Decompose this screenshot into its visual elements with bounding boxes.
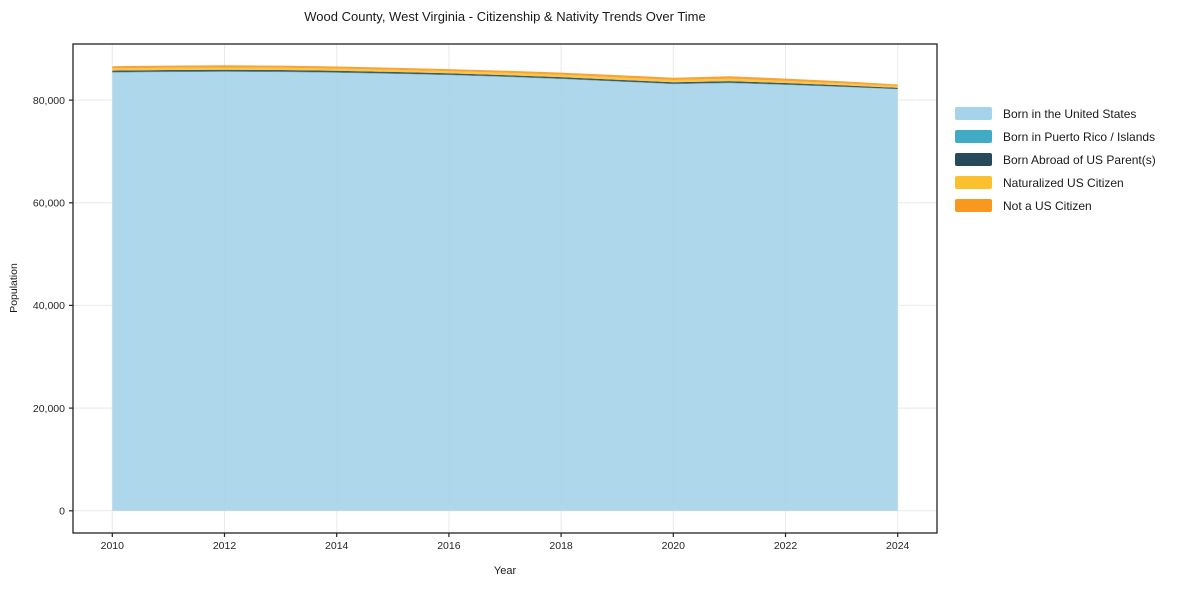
- legend-label: Naturalized US Citizen: [1003, 175, 1124, 190]
- y-tick-label: 40,000: [33, 300, 65, 312]
- legend-swatch-icon: [955, 153, 992, 166]
- area-series-naturalized-us-citizen: [112, 67, 898, 88]
- x-tick-label: 2018: [549, 540, 573, 552]
- x-tick-label: 2012: [213, 540, 237, 552]
- legend-item-naturalized-us-citizen: Naturalized US Citizen: [955, 175, 1156, 190]
- y-tick-label: 20,000: [33, 403, 65, 415]
- legend: Born in the United States Born in Puerto …: [955, 106, 1156, 213]
- plot-border: [72, 43, 938, 534]
- y-tick-label: 60,000: [33, 198, 65, 210]
- area-series-not-a-us-citizen: [112, 65, 898, 87]
- x-axis-label: Year: [493, 565, 517, 577]
- legend-item-born-in-the-united-states: Born in the United States: [955, 106, 1156, 121]
- legend-item-born-in-puerto-rico-islands: Born in Puerto Rico / Islands: [955, 129, 1156, 144]
- x-tick-label: 2020: [662, 540, 686, 552]
- legend-swatch-icon: [955, 176, 992, 189]
- legend-label: Born in the United States: [1003, 106, 1137, 121]
- legend-label: Not a US Citizen: [1003, 198, 1092, 213]
- x-tick-label: 2022: [774, 540, 798, 552]
- legend-swatch-icon: [955, 199, 992, 212]
- legend-item-not-a-us-citizen: Not a US Citizen: [955, 198, 1156, 213]
- legend-item-born-abroad-of-us-parent-s: Born Abroad of US Parent(s): [955, 152, 1156, 167]
- x-tick-label: 2016: [437, 540, 461, 552]
- legend-label: Born Abroad of US Parent(s): [1003, 152, 1156, 167]
- x-tick-label: 2010: [101, 540, 125, 552]
- area-series-born-in-the-united-states: [112, 71, 898, 511]
- legend-label: Born in Puerto Rico / Islands: [1003, 129, 1156, 144]
- y-tick-label: 80,000: [33, 95, 65, 107]
- y-tick-label: 0: [59, 506, 65, 518]
- chart-title: Wood County, West Virginia - Citizenship…: [304, 9, 706, 24]
- legend-swatch-icon: [955, 107, 992, 120]
- x-tick-label: 2024: [886, 540, 910, 552]
- x-tick-label: 2014: [325, 540, 349, 552]
- legend-swatch-icon: [955, 130, 992, 143]
